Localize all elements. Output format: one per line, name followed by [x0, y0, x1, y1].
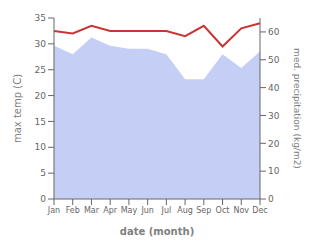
- svg-text:5: 5: [40, 168, 46, 178]
- svg-text:Aug: Aug: [177, 206, 193, 215]
- svg-text:20: 20: [268, 139, 280, 149]
- svg-text:40: 40: [268, 83, 280, 93]
- svg-text:Dec: Dec: [252, 206, 267, 215]
- svg-text:10: 10: [268, 166, 280, 176]
- svg-text:60: 60: [268, 27, 280, 37]
- svg-text:Feb: Feb: [66, 206, 80, 215]
- svg-text:30: 30: [268, 111, 280, 121]
- svg-text:date (month): date (month): [120, 226, 194, 237]
- svg-text:med. precipitation (kg/m2): med. precipitation (kg/m2): [292, 48, 302, 169]
- svg-text:Nov: Nov: [233, 206, 249, 215]
- svg-text:15: 15: [35, 117, 46, 127]
- svg-text:0: 0: [268, 194, 274, 204]
- svg-text:10: 10: [35, 142, 47, 152]
- svg-text:30: 30: [35, 39, 47, 49]
- svg-text:50: 50: [268, 55, 280, 65]
- svg-text:35: 35: [35, 13, 46, 23]
- svg-text:Jan: Jan: [47, 206, 60, 215]
- svg-text:Jun: Jun: [140, 206, 154, 215]
- svg-text:20: 20: [35, 91, 47, 101]
- svg-text:Mar: Mar: [84, 206, 100, 215]
- svg-text:Apr: Apr: [103, 206, 118, 215]
- svg-text:Sep: Sep: [196, 206, 211, 215]
- svg-text:max temp (C): max temp (C): [12, 74, 23, 143]
- svg-text:Oct: Oct: [216, 206, 230, 215]
- svg-text:25: 25: [35, 65, 46, 75]
- svg-text:0: 0: [40, 194, 46, 204]
- svg-text:May: May: [121, 206, 138, 215]
- svg-text:Jul: Jul: [161, 206, 172, 215]
